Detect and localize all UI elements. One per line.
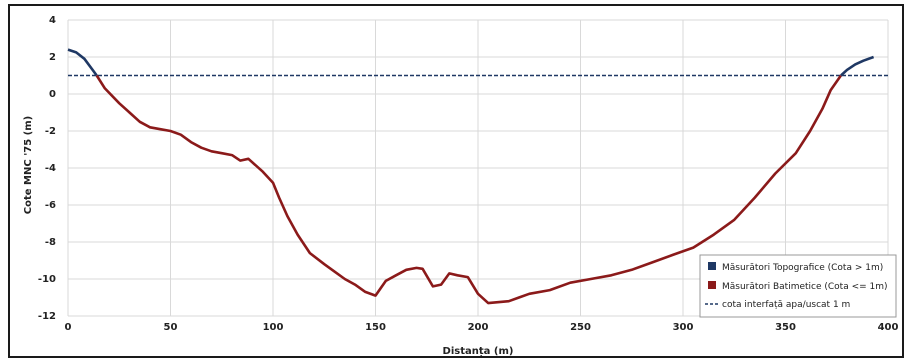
y-tick-label: -4: [45, 163, 56, 174]
series-topographic-line: [67, 48, 98, 77]
y-tick-label: -12: [38, 311, 56, 322]
legend-swatch-topo: [708, 262, 716, 270]
x-tick-labels: 0 50 100 150 200 250 300 350 400: [65, 322, 899, 333]
y-tick-labels: -12 -10 -8 -6 -4 -2 0 2 4: [38, 15, 56, 322]
legend-label-interface: cota interfață apa/uscat 1 m: [722, 300, 850, 310]
legend-label-bati: Măsurători Batimetice (Cota <= 1m): [722, 282, 888, 292]
x-tick-label: 0: [65, 322, 72, 333]
x-tick-label: 250: [570, 322, 591, 333]
x-tick-label: 100: [263, 322, 284, 333]
legend-label-topo: Măsurători Topografice (Cota > 1m): [722, 263, 883, 273]
x-tick-label: 50: [164, 322, 178, 333]
series-bathymetric-line: [95, 74, 842, 305]
y-axis-title: Cote MNC '75 (m): [23, 116, 34, 214]
y-tick-label: -6: [45, 200, 56, 211]
y-tick-label: 2: [49, 52, 56, 63]
x-tick-label: 200: [468, 322, 489, 333]
x-tick-label: 350: [775, 322, 796, 333]
y-tick-label: 4: [49, 15, 56, 26]
x-tick-label: 400: [878, 322, 899, 333]
x-tick-label: 300: [673, 322, 694, 333]
series-topographic-line: [840, 55, 875, 77]
y-tick-label: -10: [38, 274, 56, 285]
y-tick-label: -8: [45, 237, 56, 248]
legend-box: [699, 254, 897, 318]
legend-swatch-bati: [708, 281, 716, 289]
y-tick-label: 0: [49, 89, 56, 100]
x-tick-label: 150: [365, 322, 386, 333]
y-tick-label: -2: [45, 126, 56, 137]
series-lines: [67, 48, 888, 305]
legend: Măsurători Topografice (Cota > 1m) Măsur…: [699, 254, 897, 318]
x-axis-title: Distanța (m): [443, 346, 514, 357]
